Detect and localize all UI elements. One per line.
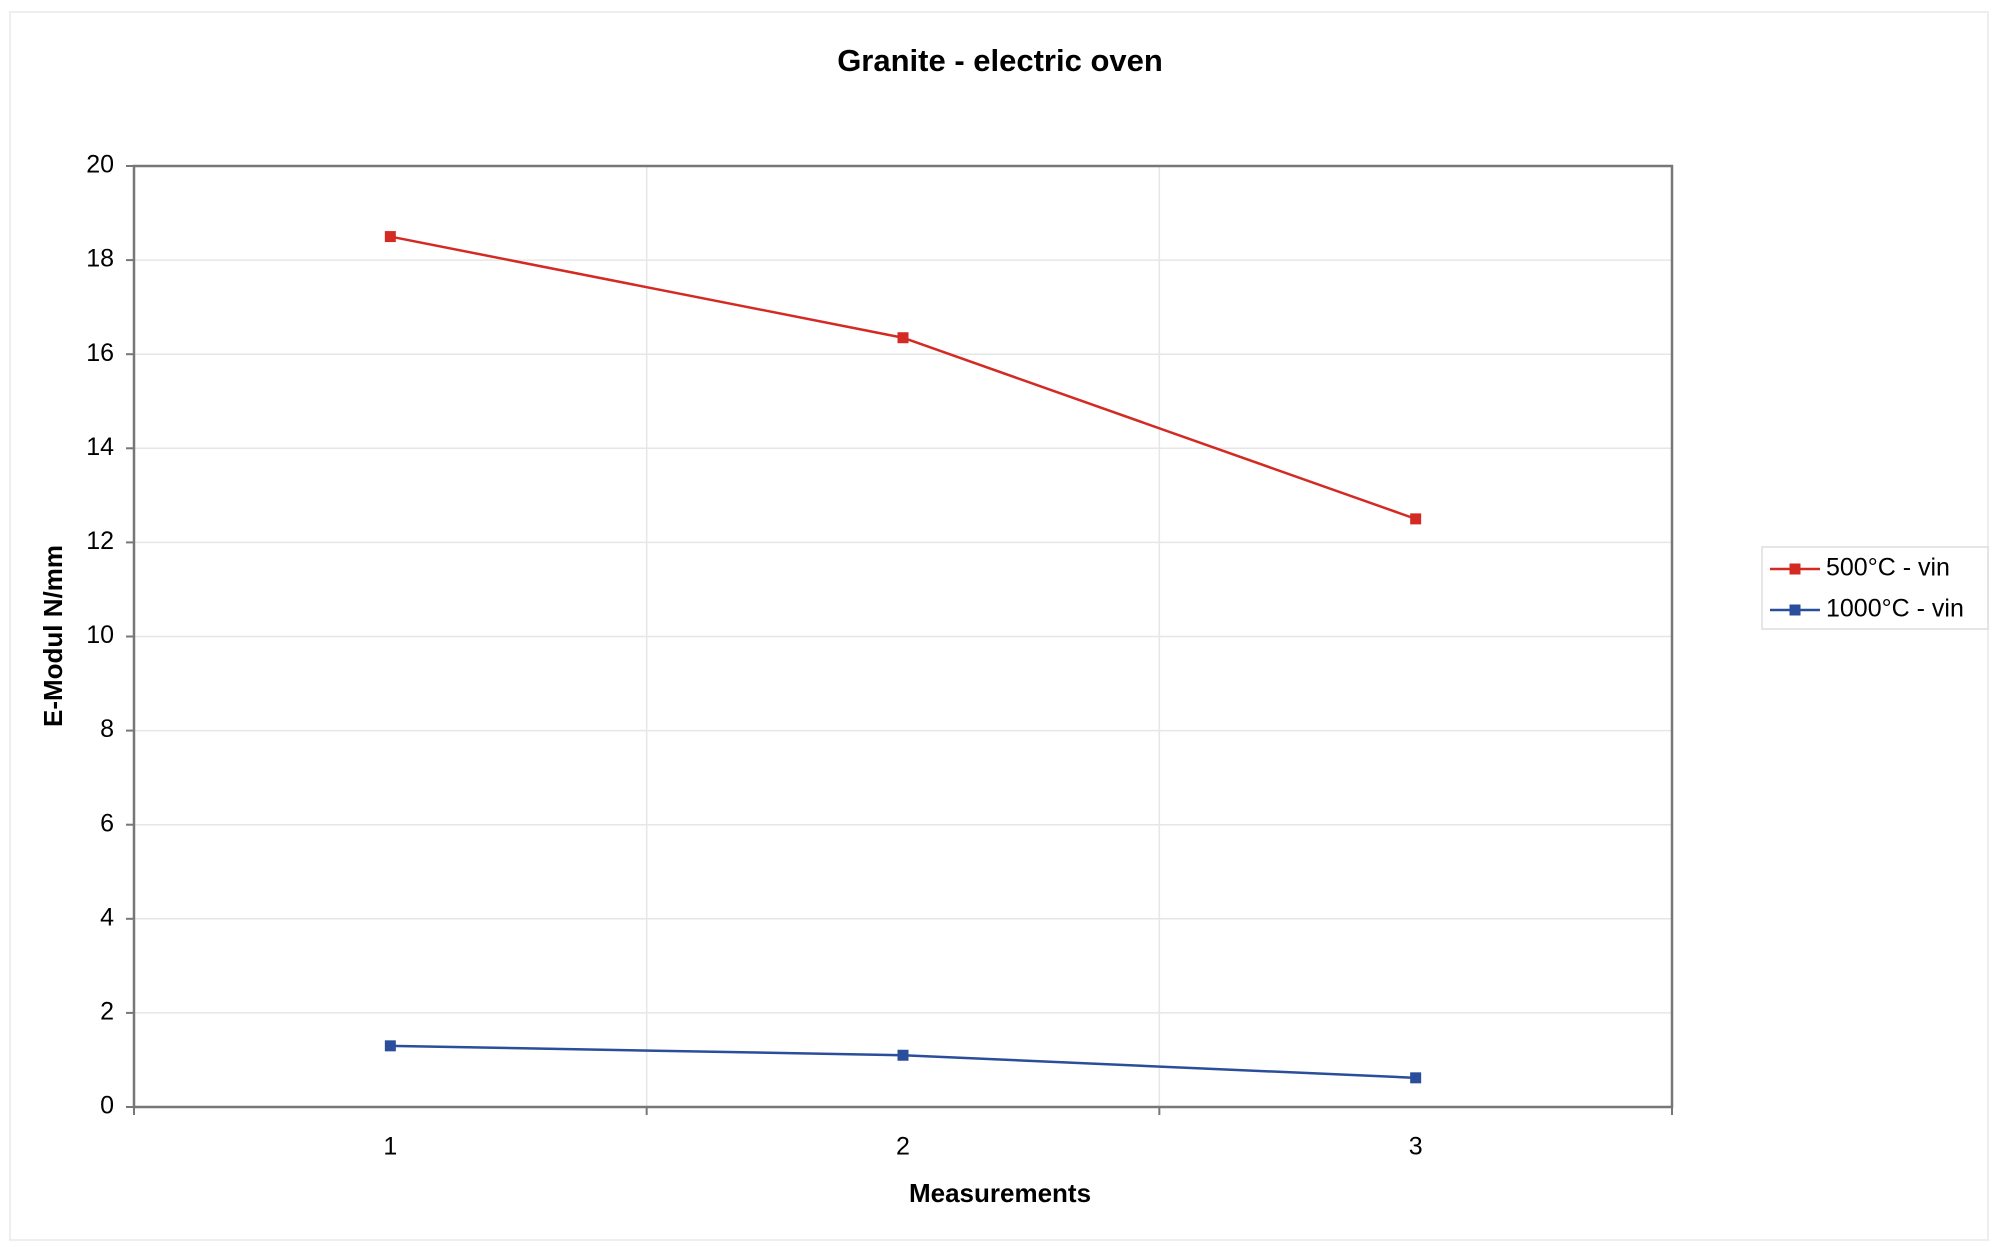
y-tick-label: 2	[100, 998, 114, 1026]
plot-frame	[132, 164, 1674, 1109]
y-tick-label: 0	[100, 1092, 114, 1120]
x-tick-label: 1	[383, 1133, 397, 1161]
point-marker	[897, 332, 909, 344]
y-tick-label: 6	[100, 809, 114, 837]
point-marker	[1410, 1072, 1422, 1084]
y-tick-label: 14	[86, 433, 114, 461]
chart-area	[9, 11, 1989, 1241]
y-tick-label: 18	[86, 245, 114, 273]
point-marker	[897, 1049, 909, 1061]
point-marker	[384, 1040, 396, 1052]
y-tick-label: 20	[86, 151, 114, 179]
legend-label: 500°C - vin	[1826, 554, 1950, 582]
chart-title: Granite - electric oven	[837, 43, 1163, 78]
point-marker	[1410, 513, 1422, 525]
x-axis-label: Measurements	[909, 1178, 1091, 1208]
legend-marker	[1789, 604, 1801, 616]
legend-marker	[1789, 563, 1801, 575]
y-tick-label: 16	[86, 339, 114, 367]
point-marker	[384, 231, 396, 243]
x-tick-label: 3	[1409, 1133, 1423, 1161]
y-tick-label: 4	[100, 903, 114, 931]
y-tick-label: 8	[100, 715, 114, 743]
legend-label: 1000°C - vin	[1826, 595, 1964, 623]
y-axis-label: E-Modul N/mm	[38, 545, 68, 727]
y-tick-label: 12	[86, 527, 114, 555]
y-tick-label: 10	[86, 621, 114, 649]
x-tick-label: 2	[896, 1133, 910, 1161]
